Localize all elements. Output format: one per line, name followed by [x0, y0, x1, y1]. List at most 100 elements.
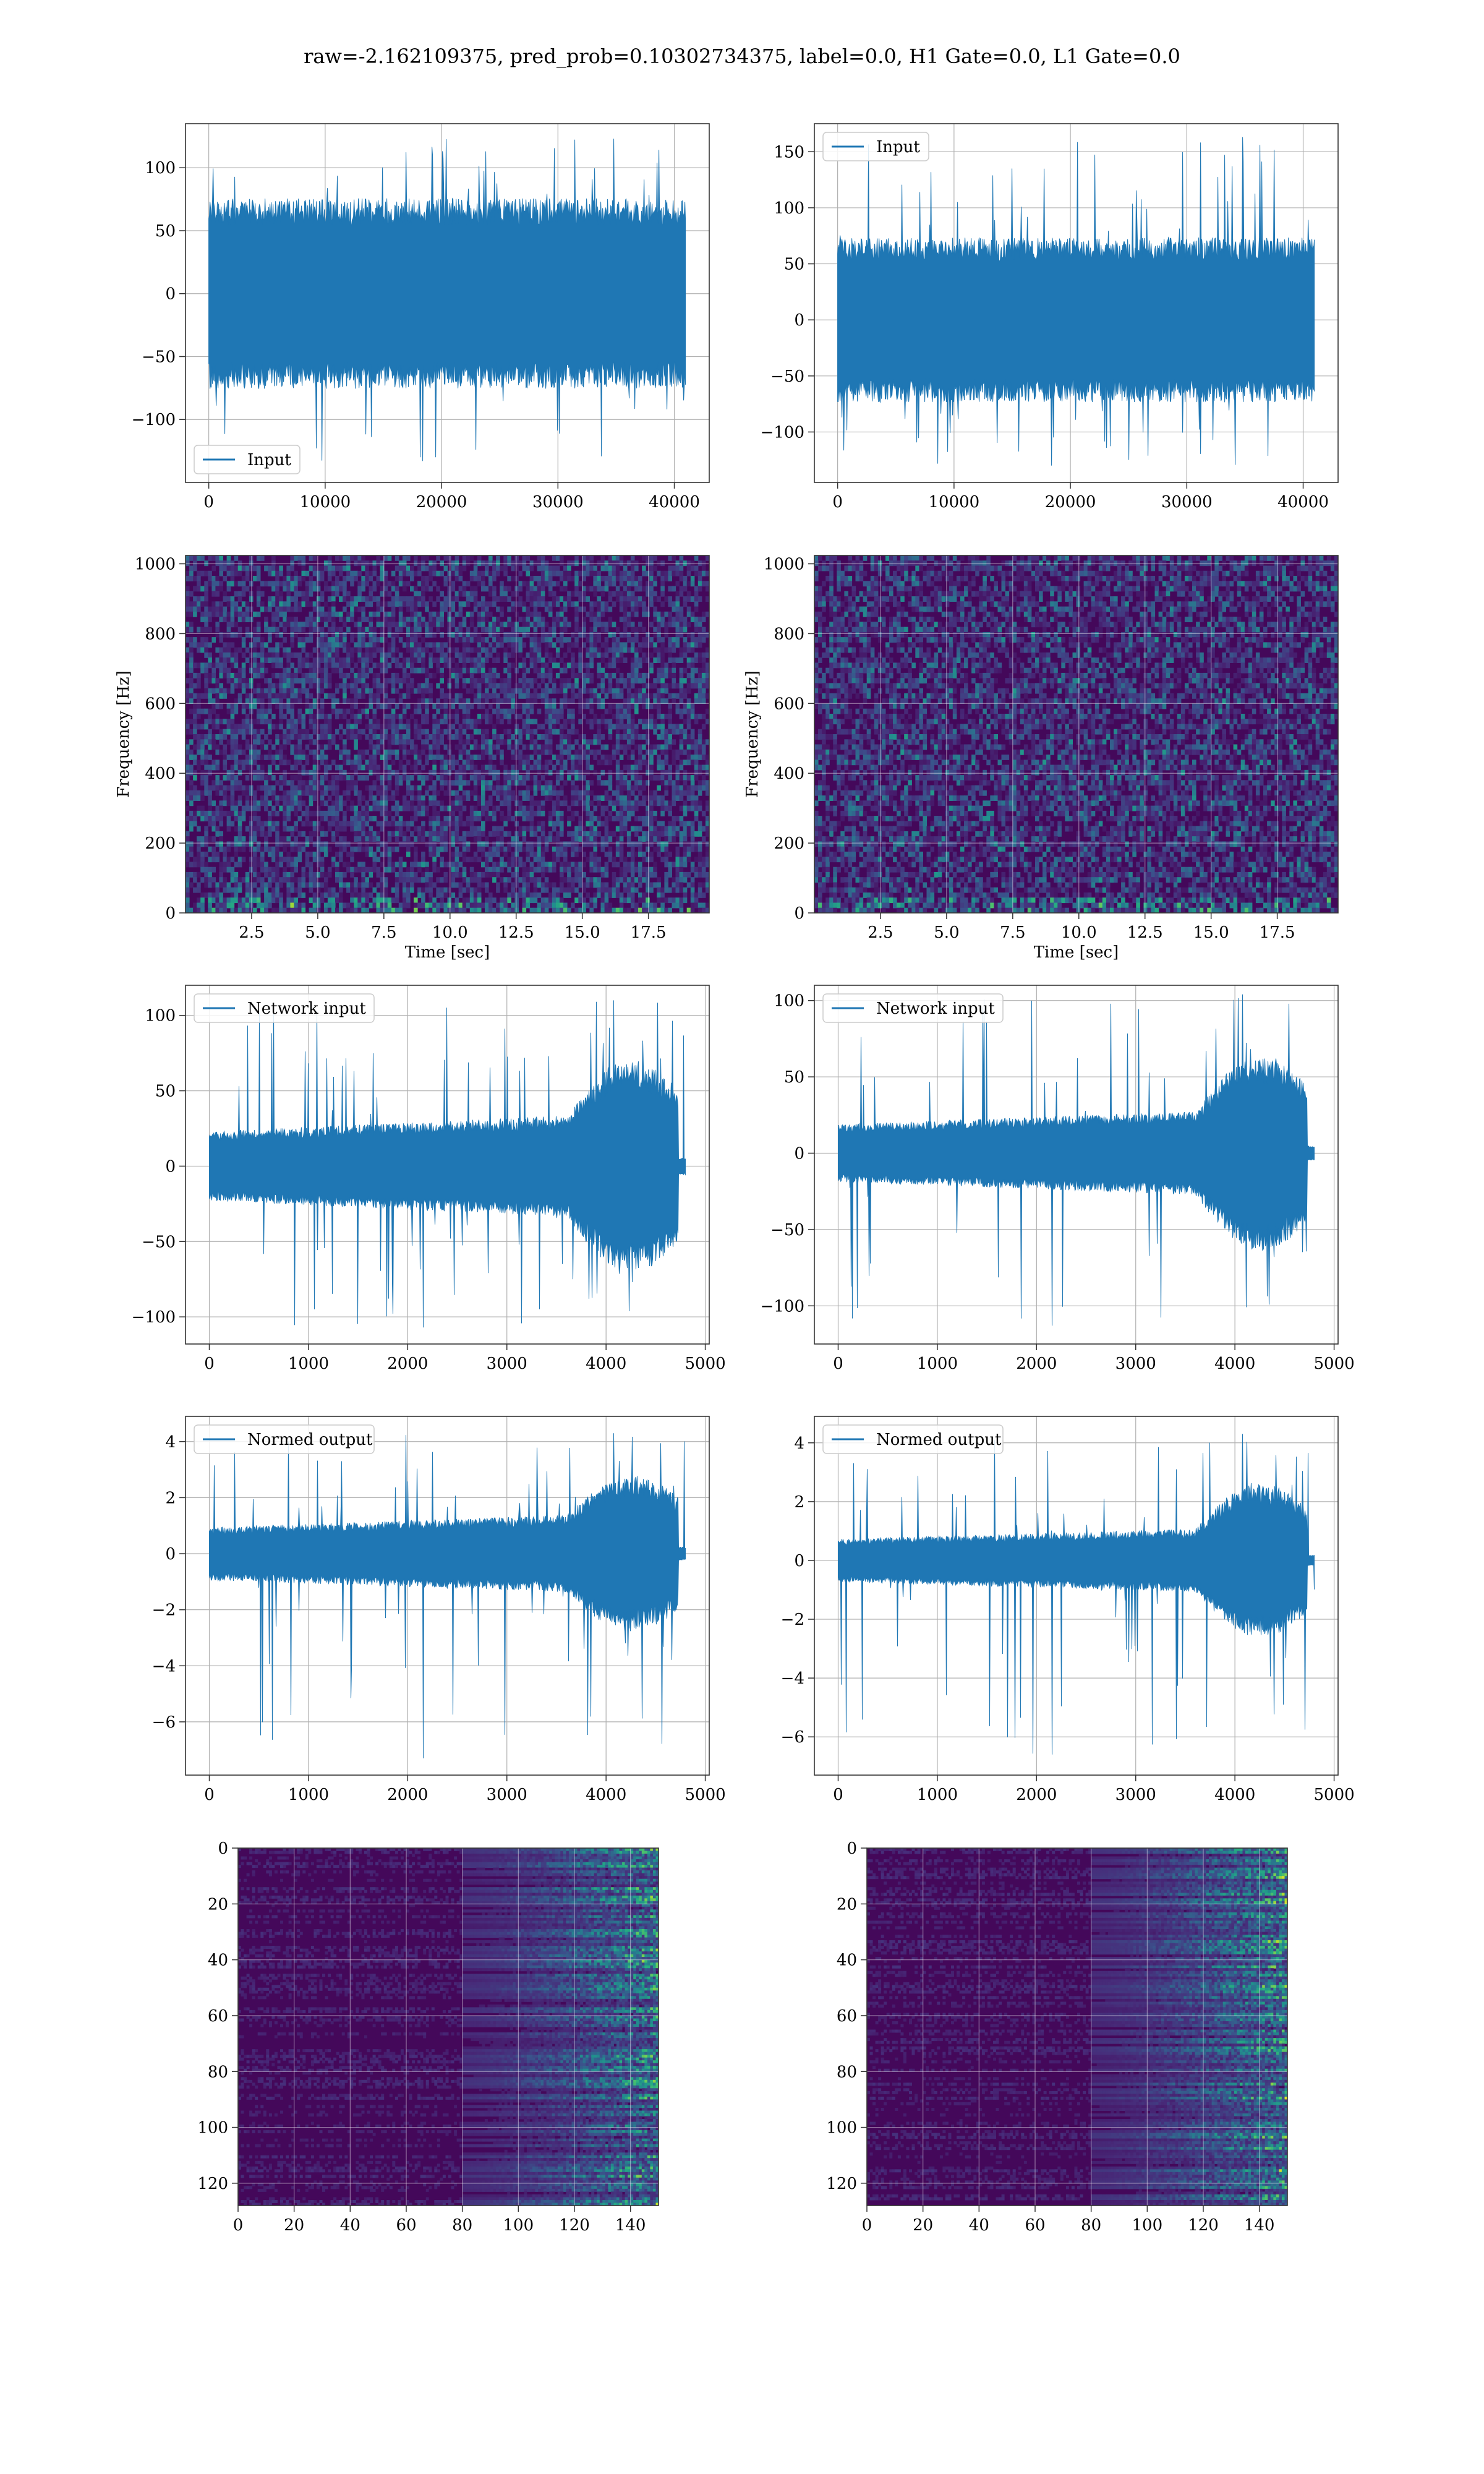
- x-tick-label: 12.5: [498, 923, 534, 942]
- y-tick-label: −100: [761, 1297, 804, 1316]
- y-tick-label: 120: [826, 2175, 857, 2193]
- axes-frame: [814, 555, 1339, 914]
- x-tick-label: 5.0: [934, 923, 959, 942]
- h1-spectrogram-panel: 2.5 5.0 7.5 10.0 12.5 15.0 17.5 0 200 400 600 800 10…: [114, 555, 710, 962]
- x-tick-label: 40: [340, 2216, 360, 2235]
- x-tick-label: 15.0: [1193, 923, 1229, 942]
- axes-frame: [814, 123, 1339, 483]
- y-tick-label: 60: [837, 2007, 857, 2026]
- series-normed-output: [209, 1433, 686, 1758]
- legend: Network input: [822, 993, 1004, 1023]
- heatmap-cells: [867, 1848, 1287, 2206]
- x-tick-label: 100: [503, 2216, 534, 2235]
- x-tick-label: 120: [1188, 2216, 1219, 2235]
- axes-frame: [185, 985, 710, 1345]
- y-tick-label: −50: [770, 367, 804, 386]
- x-tick-label: 0: [204, 1355, 215, 1373]
- y-tick-label: 0: [165, 1157, 176, 1176]
- legend: Normed output: [194, 1424, 375, 1454]
- y-tick-label: 80: [208, 2063, 228, 2081]
- x-axis-label: Time [sec]: [405, 943, 490, 962]
- x-tick-label: 20000: [1045, 493, 1096, 511]
- y-tick-label: 50: [155, 1082, 176, 1101]
- l1-input-panel: 0 10000 20000 30000 40000 −100 −50 0 50 100 150 Inp…: [761, 123, 1339, 511]
- y-tick-label: 0: [794, 311, 804, 330]
- series-network-input: [209, 1000, 686, 1328]
- x-tick-label: 0: [233, 2216, 244, 2235]
- y-tick-label: 400: [145, 764, 176, 783]
- x-tick-label: 3000: [1115, 1786, 1156, 1804]
- x-tick-label: 20000: [416, 493, 467, 511]
- y-tick-label: 80: [837, 2063, 857, 2081]
- y-tick-label: 100: [145, 1007, 176, 1025]
- y-tick-label: −2: [781, 1611, 804, 1629]
- y-tick-label: −50: [142, 348, 176, 366]
- axes-frame: [185, 1416, 710, 1776]
- axes-frame: [185, 555, 710, 914]
- y-tick-label: −6: [152, 1713, 176, 1732]
- legend-label: Network input: [247, 999, 366, 1018]
- l1-feature-map-panel: 0 20 40 60 80 100 120 140 0 20 40 60 80 100 120: [826, 1839, 1288, 2235]
- y-tick-label: 2: [794, 1493, 804, 1512]
- series-input: [208, 139, 686, 461]
- legend: Normed output: [822, 1424, 1004, 1454]
- h1-network-input-panel: 0 1000 2000 3000 4000 5000 −100 −50 0 50 100 Networ…: [132, 985, 726, 1373]
- heatmap-cells: [238, 1848, 659, 2206]
- y-tick-label: 2: [165, 1489, 176, 1507]
- x-tick-label: 5.0: [305, 923, 330, 942]
- x-tick-label: 1000: [917, 1355, 958, 1373]
- y-tick-label: 50: [155, 222, 176, 241]
- y-tick-label: 20: [837, 1895, 857, 1914]
- x-tick-label: 140: [615, 2216, 646, 2235]
- legend-label: Normed output: [876, 1431, 1002, 1449]
- y-tick-label: 200: [145, 834, 176, 853]
- y-tick-label: 100: [774, 199, 804, 218]
- x-tick-label: 15.0: [565, 923, 600, 942]
- y-tick-label: −2: [152, 1601, 176, 1620]
- y-tick-label: 0: [794, 904, 804, 923]
- y-tick-label: 800: [774, 625, 804, 643]
- y-tick-label: 100: [826, 2119, 857, 2138]
- x-tick-label: 5000: [1313, 1786, 1354, 1804]
- x-tick-label: 120: [559, 2216, 590, 2235]
- y-tick-label: 800: [145, 625, 176, 643]
- heatmap-cells: [814, 555, 1338, 913]
- x-tick-label: 3000: [487, 1355, 527, 1373]
- x-tick-label: 4000: [586, 1355, 626, 1373]
- y-axis-label: Frequency [Hz]: [743, 670, 762, 798]
- x-tick-label: 4000: [586, 1786, 626, 1804]
- x-tick-label: 40000: [1277, 493, 1329, 511]
- grid-lines: [814, 555, 1338, 914]
- x-tick-label: 12.5: [1127, 923, 1163, 942]
- legend-label: Network input: [876, 999, 995, 1018]
- y-tick-label: 0: [165, 285, 176, 304]
- x-tick-label: 20: [913, 2216, 933, 2235]
- x-tick-label: 10.0: [432, 923, 468, 942]
- y-tick-label: −100: [132, 411, 176, 429]
- y-tick-label: 0: [165, 904, 176, 923]
- y-tick-label: 0: [165, 1545, 176, 1564]
- axes-frame: [237, 1847, 659, 2206]
- y-tick-label: −6: [781, 1728, 804, 1747]
- figure-title: raw=-2.162109375, pred_prob=0.1030273437…: [0, 45, 1484, 68]
- y-tick-label: 4: [165, 1433, 176, 1452]
- x-tick-label: 140: [1244, 2216, 1275, 2235]
- series-network-input: [838, 994, 1315, 1326]
- x-axis-label: Time [sec]: [1034, 943, 1119, 962]
- x-tick-label: 5000: [684, 1355, 725, 1373]
- y-tick-label: 100: [145, 159, 176, 178]
- x-tick-label: 40: [969, 2216, 989, 2235]
- x-tick-label: 10.0: [1061, 923, 1097, 942]
- y-tick-label: 0: [218, 1839, 228, 1858]
- x-tick-label: 10000: [300, 493, 351, 511]
- x-tick-label: 7.5: [1000, 923, 1025, 942]
- l1-normed-output-panel: 0 1000 2000 3000 4000 5000 −6 −4 −2 0 2 4 Normed out…: [781, 1416, 1355, 1804]
- y-tick-label: 0: [794, 1144, 804, 1163]
- axes-frame: [185, 123, 710, 483]
- x-tick-label: 5000: [1313, 1355, 1354, 1373]
- h1-normed-output-panel: 0 1000 2000 3000 4000 5000 −6 −4 −2 0 2 4 Normed out…: [152, 1416, 726, 1804]
- axes-frame: [866, 1847, 1288, 2206]
- x-tick-label: 0: [832, 493, 843, 511]
- y-tick-label: 50: [784, 255, 804, 274]
